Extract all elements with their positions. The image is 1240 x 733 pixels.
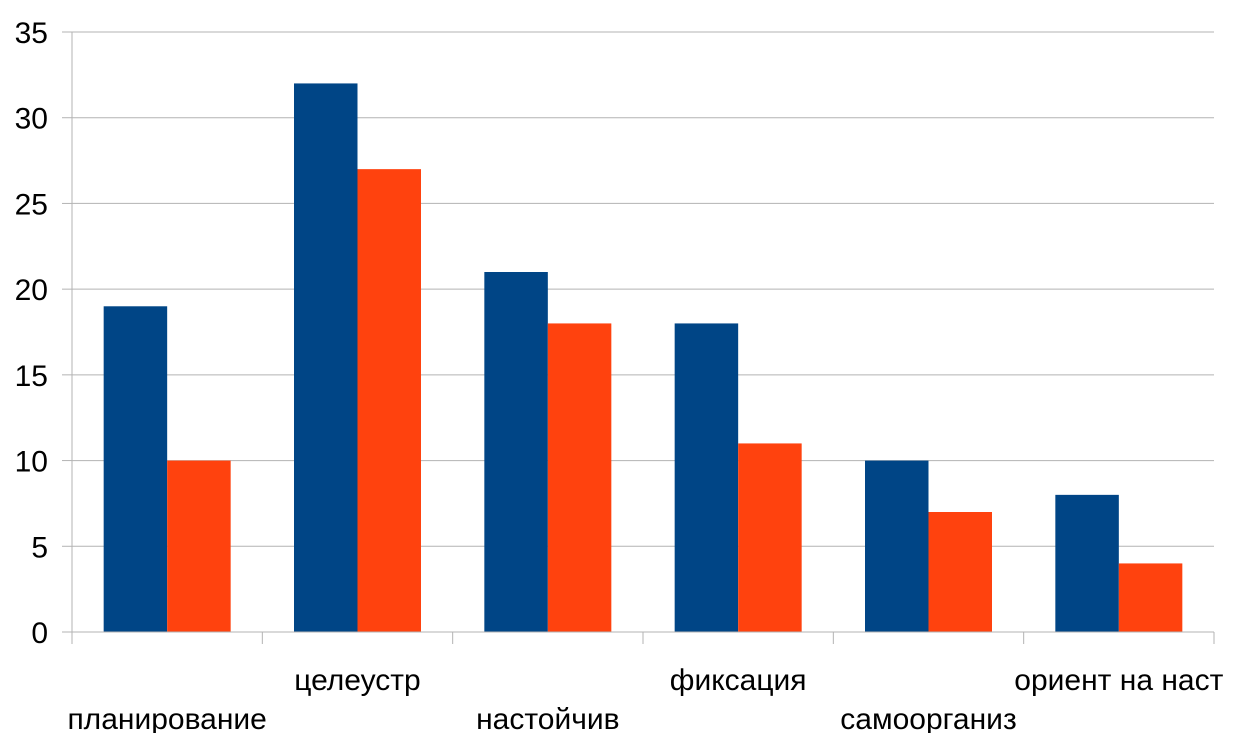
y-tick-label: 0 <box>31 617 48 650</box>
bars <box>103 83 1183 632</box>
y-tick-label: 5 <box>31 531 48 564</box>
bar-series-2 <box>547 323 612 632</box>
y-tick-label: 20 <box>15 274 48 307</box>
gridlines <box>62 31 1214 633</box>
bar-series-2 <box>357 169 421 632</box>
bar-series-1 <box>1055 494 1119 632</box>
y-tick-label: 15 <box>15 360 48 393</box>
category-label: самоорганиз <box>840 703 1016 733</box>
category-label: целеустр <box>294 664 420 697</box>
bar-series-1 <box>103 306 168 632</box>
bar-series-1 <box>674 323 739 632</box>
bar-series-1 <box>484 272 548 632</box>
category-label: фиксация <box>670 664 807 697</box>
y-tick-label: 30 <box>15 103 48 136</box>
bar-series-2 <box>928 512 992 632</box>
category-labels: планирование целеустр настойчив фиксация сам… <box>67 664 1223 733</box>
bar-series-1 <box>865 460 929 632</box>
bar-series-2 <box>738 443 802 632</box>
y-tick-label: 25 <box>15 188 48 221</box>
y-tick-label: 10 <box>15 446 48 479</box>
category-label: планирование <box>67 703 266 733</box>
bar-series-1 <box>294 83 358 632</box>
axes <box>71 32 1215 644</box>
category-label: настойчив <box>476 703 619 733</box>
y-tick-labels: 0 5 10 15 20 25 30 35 <box>15 17 48 650</box>
category-label: ориент на наст <box>1014 664 1223 697</box>
bar-series-2 <box>1118 563 1183 632</box>
bar-series-2 <box>167 460 231 632</box>
y-tick-label: 35 <box>15 17 48 50</box>
